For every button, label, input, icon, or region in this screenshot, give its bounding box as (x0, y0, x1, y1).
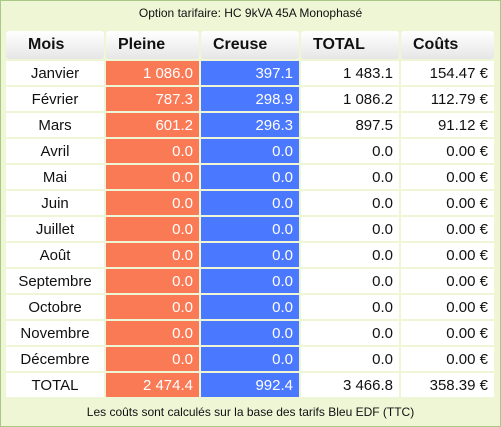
value-cell: 0.0 (106, 295, 199, 319)
value-cell: 787.3 (106, 87, 199, 111)
value-cell: 0.0 (106, 217, 199, 241)
value-cell: 296.3 (201, 113, 299, 137)
value-cell: 0.0 (106, 139, 199, 163)
value-cell: 0.0 (301, 217, 399, 241)
table-row: TOTAL 2 474.4 992.4 3 466.8 358.39 € (6, 373, 494, 397)
value-cell: 0.0 (201, 139, 299, 163)
value-cell: 0.0 (201, 217, 299, 241)
value-cell: 0.0 (106, 191, 199, 215)
table-row: Juin 0.0 0.0 0.0 0.00 € (6, 191, 494, 215)
value-cell: 397.1 (201, 61, 299, 85)
month-cell: Juin (6, 191, 104, 215)
table-row: Décembre 0.0 0.0 0.0 0.00 € (6, 347, 494, 371)
column-header: Coûts (401, 31, 494, 59)
value-cell: 3 466.8 (301, 373, 399, 397)
value-cell: 0.0 (106, 347, 199, 371)
value-cell: 112.79 € (401, 87, 494, 111)
table-body: Janvier 1 086.0 397.1 1 483.1 154.47 € Févrie… (6, 61, 494, 397)
column-header: Mois (6, 31, 104, 59)
value-cell: 897.5 (301, 113, 399, 137)
value-cell: 0.0 (301, 243, 399, 267)
table-row: Mai 0.0 0.0 0.0 0.00 € (6, 165, 494, 189)
month-cell: Février (6, 87, 104, 111)
table-row: Août 0.0 0.0 0.0 0.00 € (6, 243, 494, 267)
value-cell: 0.0 (301, 295, 399, 319)
month-cell: Septembre (6, 269, 104, 293)
value-cell: 0.0 (201, 269, 299, 293)
column-header: Creuse (201, 31, 299, 59)
value-cell: 154.47 € (401, 61, 494, 85)
value-cell: 298.9 (201, 87, 299, 111)
consumption-table: Mois Pleine Creuse TOTAL Coûts Janvier 1 086.… (4, 29, 496, 399)
value-cell: 0.0 (201, 191, 299, 215)
column-header: Pleine (106, 31, 199, 59)
month-cell: Mars (6, 113, 104, 137)
value-cell: 0.0 (106, 269, 199, 293)
footer-note: Les coûts sont calculés sur la base des … (86, 405, 415, 419)
value-cell: 0.0 (106, 165, 199, 189)
table-row: Avril 0.0 0.0 0.0 0.00 € (6, 139, 494, 163)
month-cell: Janvier (6, 61, 104, 85)
month-cell: Juillet (6, 217, 104, 241)
month-cell: TOTAL (6, 373, 104, 397)
table-row: Octobre 0.0 0.0 0.0 0.00 € (6, 295, 494, 319)
value-cell: 1 086.0 (106, 61, 199, 85)
month-cell: Août (6, 243, 104, 267)
caption: Option tarifaire: HC 9kVA 45A Monophasé (138, 6, 363, 20)
value-cell: 0.00 € (401, 295, 494, 319)
value-cell: 2 474.4 (106, 373, 199, 397)
table-row: Janvier 1 086.0 397.1 1 483.1 154.47 € (6, 61, 494, 85)
value-cell: 0.00 € (401, 191, 494, 215)
value-cell: 0.0 (106, 243, 199, 267)
value-cell: 358.39 € (401, 373, 494, 397)
table-row: Juillet 0.0 0.0 0.0 0.00 € (6, 217, 494, 241)
value-cell: 0.0 (201, 321, 299, 345)
value-cell: 91.12 € (401, 113, 494, 137)
value-cell: 0.00 € (401, 165, 494, 189)
value-cell: 0.00 € (401, 217, 494, 241)
value-cell: 0.0 (301, 269, 399, 293)
value-cell: 0.00 € (401, 243, 494, 267)
value-cell: 601.2 (106, 113, 199, 137)
value-cell: 0.00 € (401, 321, 494, 345)
value-cell: 0.0 (301, 191, 399, 215)
value-cell: 0.0 (201, 347, 299, 371)
value-cell: 992.4 (201, 373, 299, 397)
month-cell: Avril (6, 139, 104, 163)
month-cell: Octobre (6, 295, 104, 319)
value-cell: 1 483.1 (301, 61, 399, 85)
header-row: Mois Pleine Creuse TOTAL Coûts (6, 31, 494, 59)
value-cell: 0.0 (301, 347, 399, 371)
value-cell: 0.0 (301, 139, 399, 163)
table-row: Février 787.3 298.9 1 086.2 112.79 € (6, 87, 494, 111)
value-cell: 0.0 (201, 243, 299, 267)
table-row: Novembre 0.0 0.0 0.0 0.00 € (6, 321, 494, 345)
month-cell: Décembre (6, 347, 104, 371)
value-cell: 0.00 € (401, 139, 494, 163)
month-cell: Mai (6, 165, 104, 189)
value-cell: 0.0 (301, 165, 399, 189)
value-cell: 0.00 € (401, 269, 494, 293)
month-cell: Novembre (6, 321, 104, 345)
value-cell: 0.00 € (401, 347, 494, 371)
table-row: Septembre 0.0 0.0 0.0 0.00 € (6, 269, 494, 293)
value-cell: 0.0 (201, 295, 299, 319)
value-cell: 0.0 (106, 321, 199, 345)
table-row: Mars 601.2 296.3 897.5 91.12 € (6, 113, 494, 137)
value-cell: 0.0 (301, 321, 399, 345)
value-cell: 1 086.2 (301, 87, 399, 111)
column-header: TOTAL (301, 31, 399, 59)
value-cell: 0.0 (201, 165, 299, 189)
